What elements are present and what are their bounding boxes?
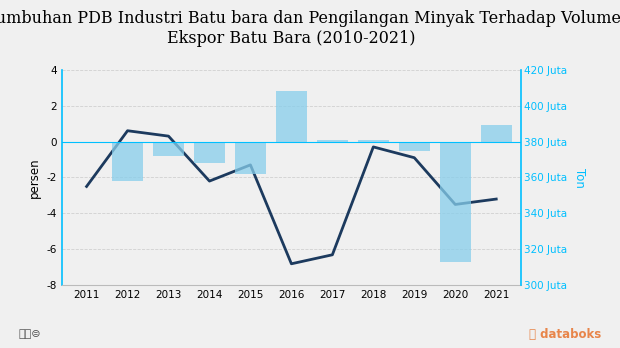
Text: ⫽ databoks: ⫽ databoks [529,327,601,341]
Bar [112,142,143,181]
Y-axis label: persen: persen [28,157,41,198]
Text: Ⓒⓘ⊜: Ⓒⓘ⊜ [19,329,41,339]
Bar [358,140,389,142]
Bar [194,142,225,163]
Text: Pertumbuhan PDB Industri Batu bara dan Pengilangan Minyak Terhadap Volume
Ekspor: Pertumbuhan PDB Industri Batu bara dan P… [0,10,620,47]
Bar [276,91,307,142]
Bar [235,142,266,174]
Bar [153,142,184,156]
Bar [440,142,471,262]
Bar [481,125,511,142]
Bar [399,142,430,150]
Bar [317,140,348,142]
Y-axis label: Ton: Ton [573,167,586,188]
